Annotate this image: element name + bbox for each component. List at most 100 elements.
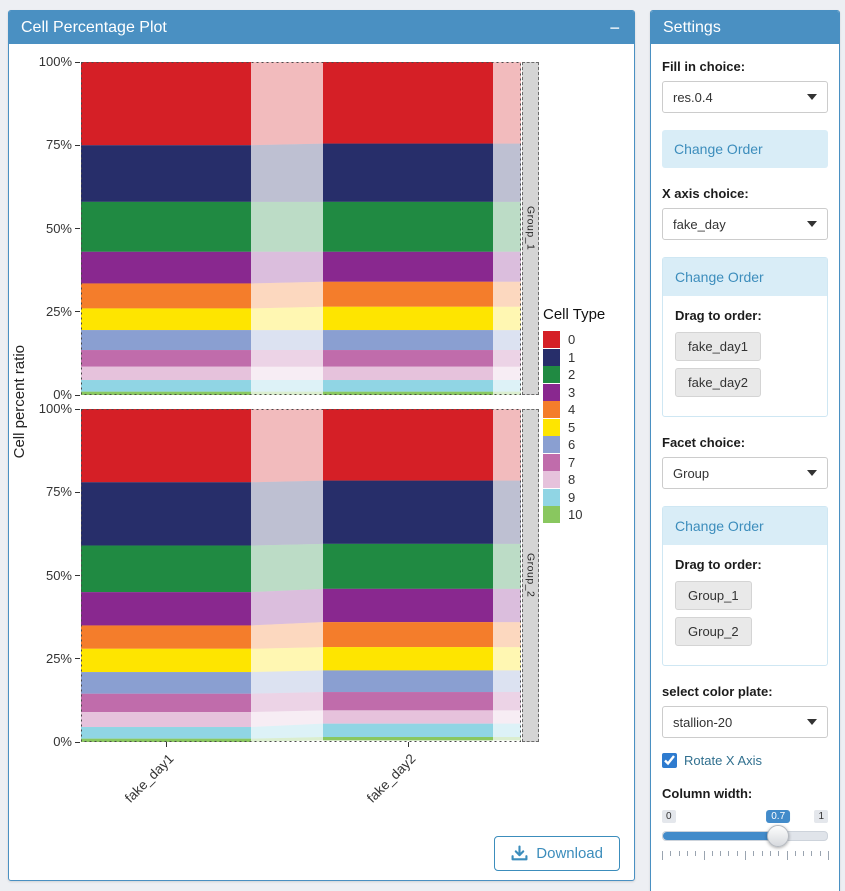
y-tick-mark xyxy=(75,658,80,660)
slider-grid-tick xyxy=(736,851,738,856)
settings-body: Fill in choice: res.0.4 Change Order X a… xyxy=(651,44,839,860)
chevron-down-icon xyxy=(807,94,817,100)
legend-title: Cell Type xyxy=(543,306,606,323)
legend-swatch xyxy=(543,453,560,471)
plot-area: Cell percent ratio Group_1 Group_2 fake_… xyxy=(9,44,634,880)
facet-change-order-header[interactable]: Change Order xyxy=(663,507,827,545)
slider-grid-tick xyxy=(794,851,796,856)
y-tick-label: 75% xyxy=(45,484,72,500)
legend-swatch xyxy=(543,471,560,489)
slider-grid-tick xyxy=(720,851,722,856)
settings-box: Settings Fill in choice: res.0.4 Change … xyxy=(650,10,840,891)
legend-swatch xyxy=(543,383,560,401)
facet-choice-label: Facet choice: xyxy=(662,435,746,450)
y-tick-label: 50% xyxy=(45,220,72,236)
y-tick-mark xyxy=(75,61,80,63)
facet-order-panel: Change Order Drag to order: Group_1 Grou… xyxy=(662,506,828,666)
slider-grid-tick xyxy=(753,851,755,856)
facet-strip-group-2: Group_2 xyxy=(522,409,539,742)
fill-choice-label: Fill in choice: xyxy=(662,59,746,74)
collapse-icon[interactable]: − xyxy=(609,17,620,38)
legend-swatch xyxy=(543,401,560,419)
legend-item: 5 xyxy=(543,418,631,437)
color-plate-label: select color plate: xyxy=(662,684,773,699)
legend-swatch xyxy=(543,331,560,349)
column-width-slider: 0 0.7 1 xyxy=(662,810,829,861)
slider-grid-tick xyxy=(761,851,763,856)
legend-swatch xyxy=(543,418,560,436)
plot-box: Cell Percentage Plot − Cell percent rati… xyxy=(8,10,635,881)
rotate-x-axis-label: Rotate X Axis xyxy=(684,753,763,768)
slider-grid-tick xyxy=(711,851,713,856)
xaxis-choice-label: X axis choice: xyxy=(662,186,749,201)
legend-swatch xyxy=(543,366,560,384)
slider-grid-tick xyxy=(819,851,821,856)
settings-header: Settings xyxy=(651,11,839,44)
xaxis-order-panel: Change Order Drag to order: fake_day1 fa… xyxy=(662,257,828,417)
legend-item: 10 xyxy=(543,506,631,524)
xaxis-choice-select[interactable]: fake_day xyxy=(662,208,828,240)
y-tick-mark xyxy=(75,575,80,576)
download-button[interactable]: Download xyxy=(494,836,620,871)
slider-grid-tick xyxy=(803,851,805,856)
y-tick-mark xyxy=(75,741,80,743)
slider-grid-tick xyxy=(686,851,688,856)
legend-item: 0 xyxy=(543,331,631,349)
slider-grid-tick xyxy=(811,851,813,856)
chevron-down-icon xyxy=(807,470,817,476)
slider-fill xyxy=(663,832,778,840)
legend-item: 7 xyxy=(543,453,631,472)
plot-box-title: Cell Percentage Plot xyxy=(21,18,167,36)
slider-grid-tick xyxy=(778,851,780,856)
legend-swatch xyxy=(543,436,560,454)
drag-item-group-1[interactable]: Group_1 xyxy=(675,581,752,610)
y-tick-label: 25% xyxy=(45,650,72,666)
x-tick-label-day2: fake_day2 xyxy=(363,751,419,806)
facet-panel-group-1 xyxy=(81,62,521,395)
download-icon xyxy=(511,845,528,861)
y-tick-mark xyxy=(75,408,80,410)
legend-item: 2 xyxy=(543,366,631,384)
color-plate-select[interactable]: stallion-20 xyxy=(662,706,828,738)
rotate-x-axis-checkbox[interactable] xyxy=(662,753,677,768)
chevron-down-icon xyxy=(807,221,817,227)
slider-track[interactable] xyxy=(662,825,828,847)
legend-item: 4 xyxy=(543,401,631,419)
slider-handle[interactable] xyxy=(766,825,789,847)
slider-grid-tick xyxy=(670,851,672,856)
fill-choice-select[interactable]: res.0.4 xyxy=(662,81,828,113)
legend-item: 1 xyxy=(543,348,631,367)
slider-grid-tick xyxy=(703,851,705,860)
rotate-x-axis-row: Rotate X Axis xyxy=(662,753,828,768)
y-tick-label: 100% xyxy=(38,54,72,69)
drag-item-fake-day2[interactable]: fake_day2 xyxy=(675,368,761,397)
y-tick-mark xyxy=(75,311,80,313)
settings-title: Settings xyxy=(663,18,721,36)
facet-strip-group-1: Group_1 xyxy=(522,62,539,395)
xaxis-change-order-header[interactable]: Change Order xyxy=(663,258,827,296)
facet-panel-group-2 xyxy=(81,409,521,742)
slider-grid-tick xyxy=(662,851,663,860)
legend-item: 8 xyxy=(543,471,631,489)
chevron-down-icon xyxy=(807,719,817,725)
y-tick-label: 25% xyxy=(45,303,72,319)
y-tick-mark xyxy=(75,228,80,229)
legend-swatch xyxy=(543,506,560,524)
drag-to-order-label: Drag to order: xyxy=(675,308,762,323)
y-tick-mark xyxy=(75,491,80,493)
y-tick-label: 0% xyxy=(53,387,72,402)
x-tick-mark xyxy=(408,742,409,747)
legend-swatch xyxy=(543,488,560,506)
y-tick-mark xyxy=(75,394,80,396)
slider-grid xyxy=(662,851,829,861)
drag-item-fake-day1[interactable]: fake_day1 xyxy=(675,332,761,361)
plot-box-header: Cell Percentage Plot − xyxy=(9,11,634,44)
facet-choice-select[interactable]: Group xyxy=(662,457,828,489)
slider-value-label: 0.7 xyxy=(766,810,791,823)
legend-item: 3 xyxy=(543,383,631,402)
drag-item-group-2[interactable]: Group_2 xyxy=(675,617,752,646)
fill-change-order-button[interactable]: Change Order xyxy=(662,130,828,168)
x-tick-label-day1: fake_day1 xyxy=(121,751,177,806)
slider-grid-tick xyxy=(728,851,730,856)
